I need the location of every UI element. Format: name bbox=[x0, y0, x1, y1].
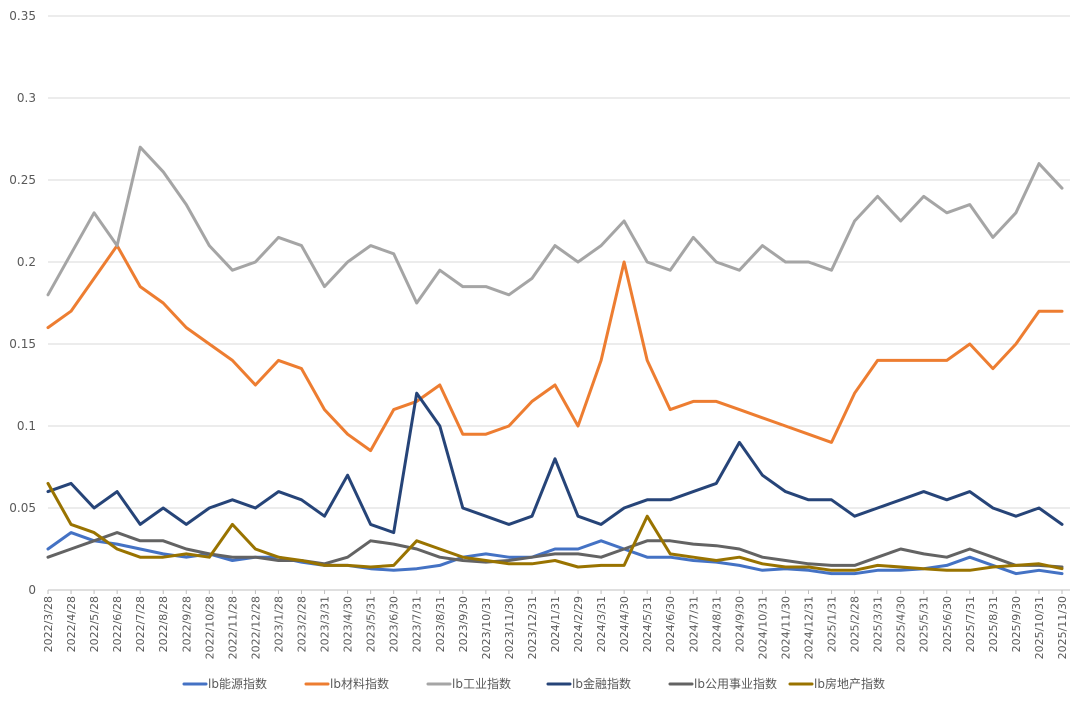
x-tick-label: 2022/9/28 bbox=[180, 596, 193, 652]
x-tick-label: 2024/7/31 bbox=[687, 596, 700, 652]
y-tick-label: 0.2 bbox=[17, 255, 36, 269]
x-tick-label: 2024/10/31 bbox=[756, 596, 769, 659]
x-tick-label: 2025/5/31 bbox=[918, 596, 931, 652]
y-tick-label: 0.1 bbox=[17, 419, 36, 433]
legend-label: lb房地产指数 bbox=[814, 676, 885, 691]
x-tick-label: 2022/11/28 bbox=[226, 596, 239, 659]
x-tick-label: 2023/2/28 bbox=[296, 596, 309, 652]
x-tick-label: 2023/3/31 bbox=[319, 596, 332, 652]
legend-label: lb能源指数 bbox=[208, 676, 267, 691]
series-line-2 bbox=[46, 244, 1064, 453]
legend-label: lb材料指数 bbox=[330, 676, 389, 691]
series-line-4 bbox=[46, 391, 1064, 535]
y-tick-label: 0 bbox=[28, 583, 36, 597]
x-tick-label: 2025/1/31 bbox=[826, 596, 839, 652]
y-tick-label: 0.25 bbox=[9, 173, 36, 187]
series-line-5 bbox=[46, 531, 1064, 569]
y-tick-label: 0.3 bbox=[17, 91, 36, 105]
x-tick-label: 2022/10/28 bbox=[203, 596, 216, 659]
x-tick-label: 2025/9/30 bbox=[1010, 596, 1023, 652]
x-tick-label: 2023/9/30 bbox=[457, 596, 470, 652]
x-tick-label: 2023/10/31 bbox=[480, 596, 493, 659]
legend: lb能源指数 lb材料指数 lb工业指数 lb金融指数 lb公用事业指数 lb房地产指数 bbox=[182, 676, 885, 691]
grid-layer bbox=[48, 15, 1070, 591]
legend-label: lb工业指数 bbox=[452, 676, 511, 691]
x-tick-label: 2025/10/31 bbox=[1033, 596, 1046, 659]
y-tick-label: 0.05 bbox=[9, 501, 36, 515]
x-tick-label: 2023/1/28 bbox=[272, 596, 285, 652]
series-line-6 bbox=[46, 481, 1064, 572]
x-tick-label: 2024/9/30 bbox=[733, 596, 746, 652]
x-tick-label: 2023/12/31 bbox=[526, 596, 539, 659]
x-tick-label: 2025/7/31 bbox=[964, 596, 977, 652]
x-tick-label: 2025/2/28 bbox=[849, 596, 862, 652]
x-tick-label: 2023/7/31 bbox=[411, 596, 424, 652]
x-axis-ticks: 2022/3/28 2022/4/28 2022/5/28 2022/6/28 2022… bbox=[42, 590, 1069, 659]
legend-label: lb金融指数 bbox=[572, 676, 631, 691]
x-tick-label: 2022/12/28 bbox=[249, 596, 262, 659]
x-tick-label: 2025/6/30 bbox=[941, 596, 954, 652]
x-tick-label: 2024/1/31 bbox=[549, 596, 562, 652]
x-tick-label: 2023/5/31 bbox=[365, 596, 378, 652]
x-tick-label: 2024/2/29 bbox=[572, 596, 585, 652]
x-tick-label: 2024/5/31 bbox=[641, 596, 654, 652]
x-tick-label: 2024/12/31 bbox=[803, 596, 816, 659]
x-tick-label: 2025/11/30 bbox=[1056, 596, 1069, 659]
x-tick-label: 2023/6/30 bbox=[388, 596, 401, 652]
x-tick-label: 2022/7/28 bbox=[134, 596, 147, 652]
y-tick-label: 0.35 bbox=[9, 9, 36, 23]
x-tick-label: 2022/8/28 bbox=[157, 596, 170, 652]
x-tick-label: 2024/4/30 bbox=[618, 596, 631, 652]
x-tick-label: 2022/5/28 bbox=[88, 596, 101, 652]
x-tick-label: 2024/11/30 bbox=[779, 596, 792, 659]
x-tick-label: 2022/3/28 bbox=[42, 596, 55, 652]
y-axis-ticks: 0 0.05 0.1 0.15 0.2 0.25 0.3 0.35 bbox=[9, 9, 36, 597]
series-line-3 bbox=[46, 145, 1064, 305]
x-tick-label: 2023/11/30 bbox=[503, 596, 516, 659]
series-layer bbox=[46, 145, 1064, 576]
legend-label: lb公用事业指数 bbox=[694, 676, 777, 691]
x-tick-label: 2024/8/31 bbox=[710, 596, 723, 652]
x-tick-label: 2022/6/28 bbox=[111, 596, 124, 652]
x-tick-label: 2023/4/30 bbox=[342, 596, 355, 652]
x-tick-label: 2025/4/30 bbox=[895, 596, 908, 652]
x-tick-label: 2025/3/31 bbox=[872, 596, 885, 652]
x-tick-label: 2022/4/28 bbox=[65, 596, 78, 652]
x-tick-label: 2023/8/31 bbox=[434, 596, 447, 652]
x-tick-label: 2024/6/30 bbox=[664, 596, 677, 652]
x-tick-label: 2024/3/31 bbox=[595, 596, 608, 652]
x-tick-label: 2025/8/31 bbox=[987, 596, 1000, 652]
y-tick-label: 0.15 bbox=[9, 337, 36, 351]
